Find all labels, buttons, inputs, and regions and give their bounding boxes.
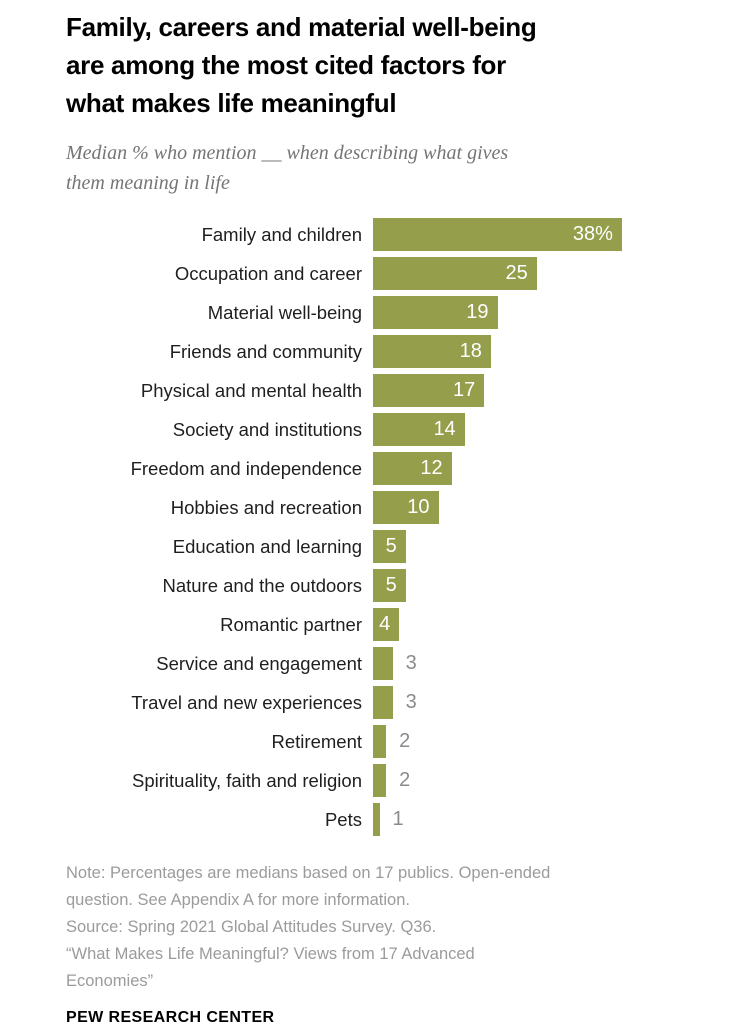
bar-value: 12 xyxy=(420,457,443,479)
category-label: Service and engagement xyxy=(156,652,362,674)
bar: 25 xyxy=(373,257,537,290)
bar: 14 xyxy=(373,413,465,446)
category-label: Society and institutions xyxy=(172,418,362,440)
bar-track: 3 xyxy=(373,686,692,719)
bar-value: 4 xyxy=(379,613,391,635)
bar-value: 3 xyxy=(405,691,417,713)
category-label: Freedom and independence xyxy=(130,457,362,479)
bar: 5 xyxy=(373,530,406,563)
bar-track: 2 xyxy=(373,764,692,797)
bar: 18 xyxy=(373,335,491,368)
bar: 10 xyxy=(373,491,439,524)
bar-track: 25 xyxy=(373,257,692,290)
bar: 17 xyxy=(373,374,485,407)
bar-value: 25 xyxy=(505,262,528,284)
bar-track: 14 xyxy=(373,413,692,446)
chart-row: Education and learning 5 xyxy=(66,527,692,566)
chart-subtitle: Median % who mention __ when describing … xyxy=(66,142,509,194)
category-label: Family and children xyxy=(201,223,362,245)
horizontal-bar-chart: Family and children 38% Occupation and car… xyxy=(66,215,692,839)
bar: 38% xyxy=(373,218,622,251)
category-label: Retirement xyxy=(271,730,362,752)
bar-track: 38% xyxy=(373,218,692,251)
chart-row: Occupation and career 25 xyxy=(66,254,692,293)
category-label: Occupation and career xyxy=(174,262,362,284)
bar-track: 10 xyxy=(373,491,692,524)
bar-value: 1 xyxy=(392,808,404,830)
bar-value: 5 xyxy=(385,574,397,596)
bar-value: 14 xyxy=(433,418,456,440)
bar-track: 3 xyxy=(373,647,692,680)
category-label: Education and learning xyxy=(172,535,362,557)
bar-track: 5 xyxy=(373,530,692,563)
bar-value: 38% xyxy=(572,223,613,245)
chart-row: Physical and mental health 17 xyxy=(66,371,692,410)
chart-row: Service and engagement 3 xyxy=(66,644,692,683)
chart-row: Nature and the outdoors 5 xyxy=(66,566,692,605)
chart-row: Society and institutions 14 xyxy=(66,410,692,449)
bar-track: 12 xyxy=(373,452,692,485)
bar-value: 19 xyxy=(466,301,489,323)
bar: 4 xyxy=(373,608,400,641)
bar: 5 xyxy=(373,569,406,602)
bar-track: 2 xyxy=(373,725,692,758)
chart-title: Family, careers and material well-being a… xyxy=(66,12,537,118)
chart-note: Note: Percentages are medians based on 1… xyxy=(66,864,551,990)
bar-value: 17 xyxy=(453,379,476,401)
bar-value: 5 xyxy=(385,535,397,557)
category-label: Hobbies and recreation xyxy=(170,496,362,518)
bar xyxy=(373,803,380,836)
chart-header: Family, careers and material well-being a… xyxy=(66,8,692,198)
chart-row: Spirituality, faith and religion 2 xyxy=(66,761,692,800)
bar xyxy=(373,686,393,719)
chart-row: Pets 1 xyxy=(66,800,692,839)
chart-row: Friends and community 18 xyxy=(66,332,692,371)
bar: 12 xyxy=(373,452,452,485)
chart-row: Hobbies and recreation 10 xyxy=(66,488,692,527)
chart-row: Travel and new experiences 3 xyxy=(66,683,692,722)
chart-row: Romantic partner 4 xyxy=(66,605,692,644)
bar-track: 19 xyxy=(373,296,692,329)
bar-value: 3 xyxy=(405,652,417,674)
bar-track: 17 xyxy=(373,374,692,407)
chart-row: Retirement 2 xyxy=(66,722,692,761)
bar xyxy=(373,647,393,680)
chart-row: Freedom and independence 12 xyxy=(66,449,692,488)
bar xyxy=(373,725,387,758)
bar-value: 10 xyxy=(407,496,430,518)
category-label: Nature and the outdoors xyxy=(162,574,362,596)
bar-value: 2 xyxy=(399,769,411,791)
chart-row: Family and children 38% xyxy=(66,215,692,254)
category-label: Travel and new experiences xyxy=(131,691,362,713)
category-label: Friends and community xyxy=(169,340,362,362)
bar-track: 5 xyxy=(373,569,692,602)
bar-value: 18 xyxy=(459,340,482,362)
chart-row: Material well-being 19 xyxy=(66,293,692,332)
category-label: Spirituality, faith and religion xyxy=(131,769,362,791)
category-label: Pets xyxy=(324,808,362,830)
category-label: Material well-being xyxy=(207,301,362,323)
bar xyxy=(373,764,387,797)
bar-track: 4 xyxy=(373,608,692,641)
pew-research-center-wordmark: PEW RESEARCH CENTER xyxy=(66,1009,275,1026)
bar-track: 18 xyxy=(373,335,692,368)
category-label: Physical and mental health xyxy=(140,379,362,401)
chart-footer: Note: Percentages are medians based on 1… xyxy=(66,860,692,1027)
bar-track: 1 xyxy=(373,803,692,836)
bar-value: 2 xyxy=(399,730,411,752)
category-label: Romantic partner xyxy=(220,613,362,635)
bar: 19 xyxy=(373,296,498,329)
